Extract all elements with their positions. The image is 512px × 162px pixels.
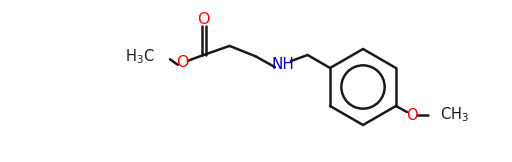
- Text: O: O: [177, 55, 189, 70]
- Text: O: O: [406, 108, 418, 122]
- Text: H$_3$C: H$_3$C: [125, 47, 155, 66]
- Text: CH$_3$: CH$_3$: [440, 106, 469, 124]
- Text: NH: NH: [271, 57, 294, 72]
- Text: O: O: [197, 12, 210, 27]
